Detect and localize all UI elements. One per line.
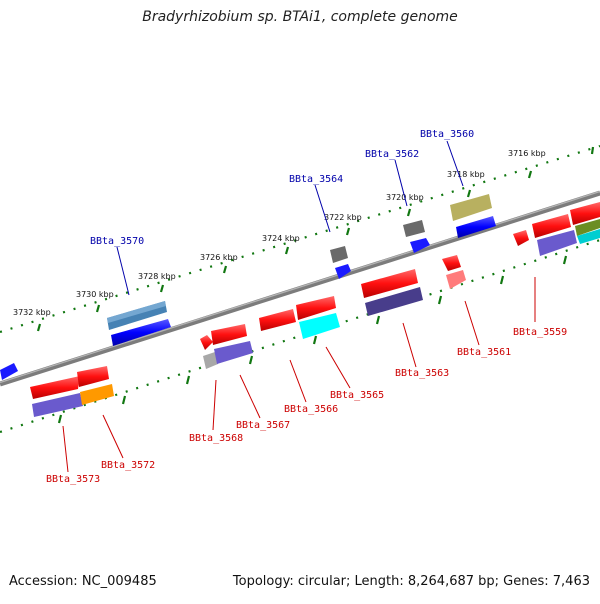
reverse-ruler — [0, 238, 600, 434]
gene-feature[interactable] — [532, 214, 571, 238]
gene-feature[interactable] — [335, 264, 351, 279]
gene-label[interactable]: BBta_3566 — [284, 404, 338, 415]
kbp-label: 3718 kbp — [447, 170, 485, 179]
gene-feature[interactable] — [537, 230, 577, 256]
gene-label[interactable]: BBta_3568 — [189, 433, 243, 444]
reverse-features[interactable] — [30, 202, 600, 417]
gene-feature[interactable] — [259, 309, 296, 331]
gene-feature[interactable] — [570, 202, 600, 225]
kbp-label: 3724 kbp — [262, 234, 300, 243]
gene-label[interactable]: BBta_3567 — [236, 420, 290, 431]
gene-feature[interactable] — [77, 366, 109, 387]
gene-label[interactable]: BBta_3570 — [90, 236, 144, 247]
gene-feature[interactable] — [577, 229, 600, 244]
gene-feature[interactable] — [410, 238, 430, 253]
reverse-gene-labels: BBta_3559 BBta_3561 BBta_3563 BBta_3565 … — [46, 327, 567, 485]
gene-label[interactable]: BBta_3560 — [420, 129, 474, 140]
gene-label[interactable]: BBta_3559 — [513, 327, 567, 338]
gene-feature[interactable] — [107, 301, 166, 323]
gene-feature[interactable] — [456, 216, 496, 238]
genome-backbone — [0, 190, 600, 387]
gene-feature[interactable] — [403, 220, 425, 237]
gene-label[interactable]: BBta_3564 — [289, 174, 343, 185]
gene-feature[interactable] — [450, 194, 492, 221]
forward-features[interactable] — [0, 194, 496, 380]
gene-feature[interactable] — [442, 255, 461, 271]
gene-feature[interactable] — [330, 246, 348, 263]
gene-label[interactable]: BBta_3562 — [365, 149, 419, 160]
gene-label[interactable]: BBta_3561 — [457, 347, 511, 358]
kbp-label: 3732 kbp — [13, 308, 51, 317]
gene-feature[interactable] — [32, 393, 83, 417]
genome-backbone-highlight — [0, 190, 600, 384]
kbp-label: 3730 kbp — [76, 290, 114, 299]
gene-feature[interactable] — [0, 363, 18, 380]
gene-feature[interactable] — [214, 341, 253, 364]
forward-ruler — [0, 144, 600, 334]
gene-label[interactable]: BBta_3573 — [46, 474, 100, 485]
kbp-label: 3716 kbp — [508, 149, 546, 158]
gene-feature[interactable] — [299, 313, 340, 339]
gene-feature[interactable] — [296, 296, 336, 320]
gene-feature[interactable] — [203, 352, 218, 369]
genome-title: Bradyrhizobium sp. BTAi1, complete genom… — [142, 9, 458, 25]
label-leaders — [62, 140, 536, 473]
gene-feature[interactable] — [575, 219, 600, 236]
forward-gene-labels: BBta_3560 BBta_3562 BBta_3564 BBta_3570 — [90, 129, 474, 247]
gene-feature[interactable] — [446, 270, 466, 289]
gene-label[interactable]: BBta_3565 — [330, 390, 384, 401]
kbp-label: 3722 kbp — [324, 213, 362, 222]
kbp-label: 3728 kbp — [138, 272, 176, 281]
gene-feature[interactable] — [30, 376, 80, 399]
gene-feature[interactable] — [80, 384, 114, 405]
accession-label: Accession: NC_009485 — [9, 574, 157, 589]
gene-feature[interactable] — [200, 335, 213, 350]
gene-feature[interactable] — [211, 324, 247, 345]
gene-feature[interactable] — [513, 230, 529, 246]
gene-feature[interactable] — [361, 269, 418, 298]
gene-label[interactable]: BBta_3572 — [101, 460, 155, 471]
gene-feature[interactable] — [365, 287, 423, 316]
gene-label[interactable]: BBta_3563 — [395, 368, 449, 379]
kbp-label: 3726 kbp — [200, 253, 238, 262]
genome-summary: Topology: circular; Length: 8,264,687 bp… — [232, 574, 590, 589]
gene-feature[interactable] — [111, 319, 171, 346]
